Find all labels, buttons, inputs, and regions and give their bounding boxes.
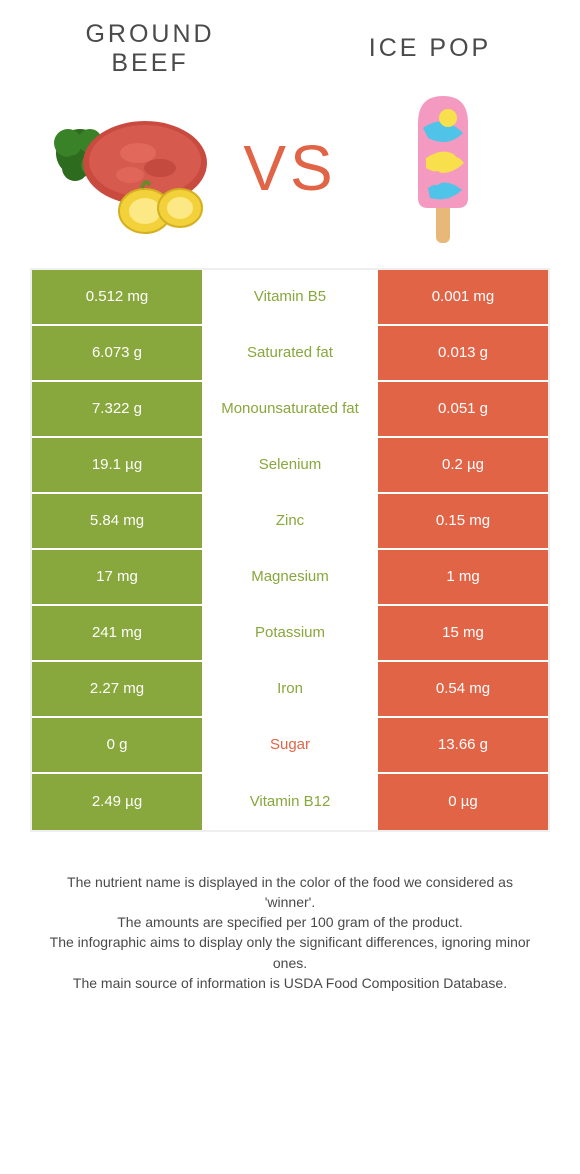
right-value-cell: 0.051 g xyxy=(378,382,548,436)
vs-label: VS xyxy=(243,131,336,205)
right-title-col: ICE POP xyxy=(330,34,530,63)
table-row: 6.073 gSaturated fat0.013 g xyxy=(32,326,548,382)
nutrient-name-cell: Selenium xyxy=(202,438,378,492)
ice-pop-image xyxy=(355,88,530,248)
table-row: 2.49 µgVitamin B120 µg xyxy=(32,774,548,830)
right-value-cell: 15 mg xyxy=(378,606,548,660)
left-value-cell: 7.322 g xyxy=(32,382,202,436)
left-value-cell: 17 mg xyxy=(32,550,202,604)
footer-line-4: The main source of information is USDA F… xyxy=(40,973,540,993)
nutrient-name-cell: Zinc xyxy=(202,494,378,548)
right-value-cell: 13.66 g xyxy=(378,718,548,772)
footer-line-2: The amounts are specified per 100 gram o… xyxy=(40,912,540,932)
nutrient-name-cell: Sugar xyxy=(202,718,378,772)
footer-notes: The nutrient name is displayed in the co… xyxy=(0,832,580,994)
left-value-cell: 0.512 mg xyxy=(32,270,202,324)
left-value-cell: 2.49 µg xyxy=(32,774,202,830)
left-value-cell: 5.84 mg xyxy=(32,494,202,548)
left-value-cell: 6.073 g xyxy=(32,326,202,380)
table-row: 7.322 gMonounsaturated fat0.051 g xyxy=(32,382,548,438)
nutrient-name-cell: Magnesium xyxy=(202,550,378,604)
table-row: 0 gSugar13.66 g xyxy=(32,718,548,774)
table-row: 19.1 µgSelenium0.2 µg xyxy=(32,438,548,494)
table-row: 0.512 mgVitamin B50.001 mg xyxy=(32,270,548,326)
nutrient-name-cell: Monounsaturated fat xyxy=(202,382,378,436)
left-title: GROUND BEEF xyxy=(50,20,250,78)
right-value-cell: 0 µg xyxy=(378,774,548,830)
left-value-cell: 0 g xyxy=(32,718,202,772)
right-value-cell: 0.54 mg xyxy=(378,662,548,716)
nutrient-name-cell: Vitamin B12 xyxy=(202,774,378,830)
table-row: 241 mgPotassium15 mg xyxy=(32,606,548,662)
nutrient-name-cell: Potassium xyxy=(202,606,378,660)
food-images-row: VS xyxy=(0,78,580,268)
left-value-cell: 241 mg xyxy=(32,606,202,660)
header: GROUND BEEF ICE POP xyxy=(0,0,580,78)
table-row: 5.84 mgZinc0.15 mg xyxy=(32,494,548,550)
right-title: ICE POP xyxy=(369,34,491,63)
nutrient-table: 0.512 mgVitamin B50.001 mg6.073 gSaturat… xyxy=(30,268,550,832)
right-value-cell: 0.001 mg xyxy=(378,270,548,324)
nutrient-name-cell: Iron xyxy=(202,662,378,716)
right-value-cell: 0.013 g xyxy=(378,326,548,380)
right-value-cell: 0.15 mg xyxy=(378,494,548,548)
table-row: 2.27 mgIron0.54 mg xyxy=(32,662,548,718)
nutrient-name-cell: Saturated fat xyxy=(202,326,378,380)
footer-line-1: The nutrient name is displayed in the co… xyxy=(40,872,540,913)
ground-beef-image xyxy=(50,88,225,248)
footer-line-3: The infographic aims to display only the… xyxy=(40,932,540,973)
nutrient-name-cell: Vitamin B5 xyxy=(202,270,378,324)
right-value-cell: 0.2 µg xyxy=(378,438,548,492)
left-title-col: GROUND BEEF xyxy=(50,20,250,78)
left-value-cell: 2.27 mg xyxy=(32,662,202,716)
table-row: 17 mgMagnesium1 mg xyxy=(32,550,548,606)
right-value-cell: 1 mg xyxy=(378,550,548,604)
left-value-cell: 19.1 µg xyxy=(32,438,202,492)
